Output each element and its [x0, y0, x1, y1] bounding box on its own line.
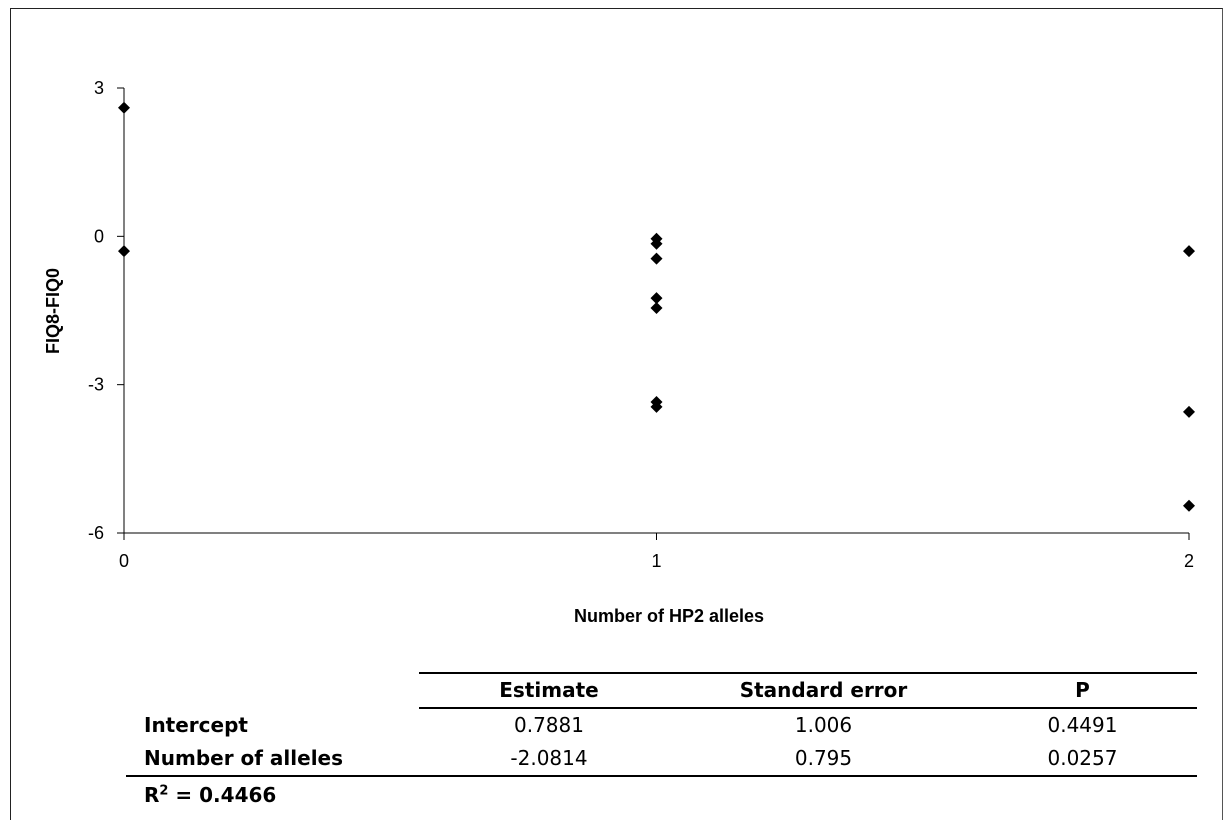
- row-label-intercept: Intercept: [144, 712, 248, 737]
- data-point: [650, 400, 663, 413]
- data-point: [650, 302, 663, 315]
- y-tick-label: 0: [94, 226, 104, 246]
- data-point: [118, 101, 130, 114]
- table-header-estimate: Estimate: [419, 672, 679, 709]
- alleles-standard-error: 0.795: [679, 742, 968, 777]
- table-header-blank: [126, 673, 419, 708]
- data-point: [1183, 405, 1195, 418]
- r-squared-value: = 0.4466: [168, 783, 277, 807]
- data-point: [650, 237, 663, 250]
- x-tick-label: 2: [1184, 551, 1194, 571]
- x-axis-title: Number of HP2 alleles: [574, 606, 764, 626]
- data-point: [1183, 245, 1195, 258]
- r-squared-label: R2 = 0.4466: [144, 783, 276, 807]
- y-tick-label: -6: [88, 523, 104, 543]
- r-squared-superscript: 2: [159, 783, 169, 799]
- data-point: [118, 245, 130, 258]
- row-label-number-of-alleles: Number of alleles: [126, 742, 419, 777]
- intercept-p: 0.4491: [1047, 713, 1118, 737]
- chart-ticks: 3 0 -3 -6 0 1 2: [88, 78, 1194, 571]
- intercept-standard-error: 1.006: [794, 713, 853, 737]
- y-tick-label: -3: [88, 375, 104, 395]
- y-tick-label: 3: [94, 78, 104, 98]
- table-row: Number of alleles -2.0814 0.795 0.0257: [126, 742, 1197, 777]
- intercept-estimate: 0.7881: [514, 713, 584, 737]
- x-tick-label: 1: [651, 551, 661, 571]
- scatter-chart: 3 0 -3 -6 0 1 2 Number of HP2 alleles FIQ8-FIQ…: [43, 78, 1195, 626]
- r-squared-prefix: R: [144, 783, 160, 807]
- table-header-p: P: [968, 672, 1197, 709]
- table-row: Intercept 0.7881 1.006 0.4491: [126, 708, 1197, 742]
- regression-table: Estimate Standard error P Intercept 0.78…: [126, 672, 1197, 777]
- alleles-p: 0.0257: [968, 742, 1197, 777]
- data-point: [650, 292, 663, 305]
- alleles-estimate: -2.0814: [419, 742, 679, 777]
- x-tick-label: 0: [119, 551, 129, 571]
- chart-points: [118, 101, 1195, 512]
- figure-frame: [10, 8, 1223, 820]
- data-point: [1183, 499, 1195, 512]
- table-header-standard-error: Standard error: [679, 672, 968, 709]
- data-point: [650, 252, 663, 265]
- y-axis-title: FIQ8-FIQ0: [43, 268, 63, 354]
